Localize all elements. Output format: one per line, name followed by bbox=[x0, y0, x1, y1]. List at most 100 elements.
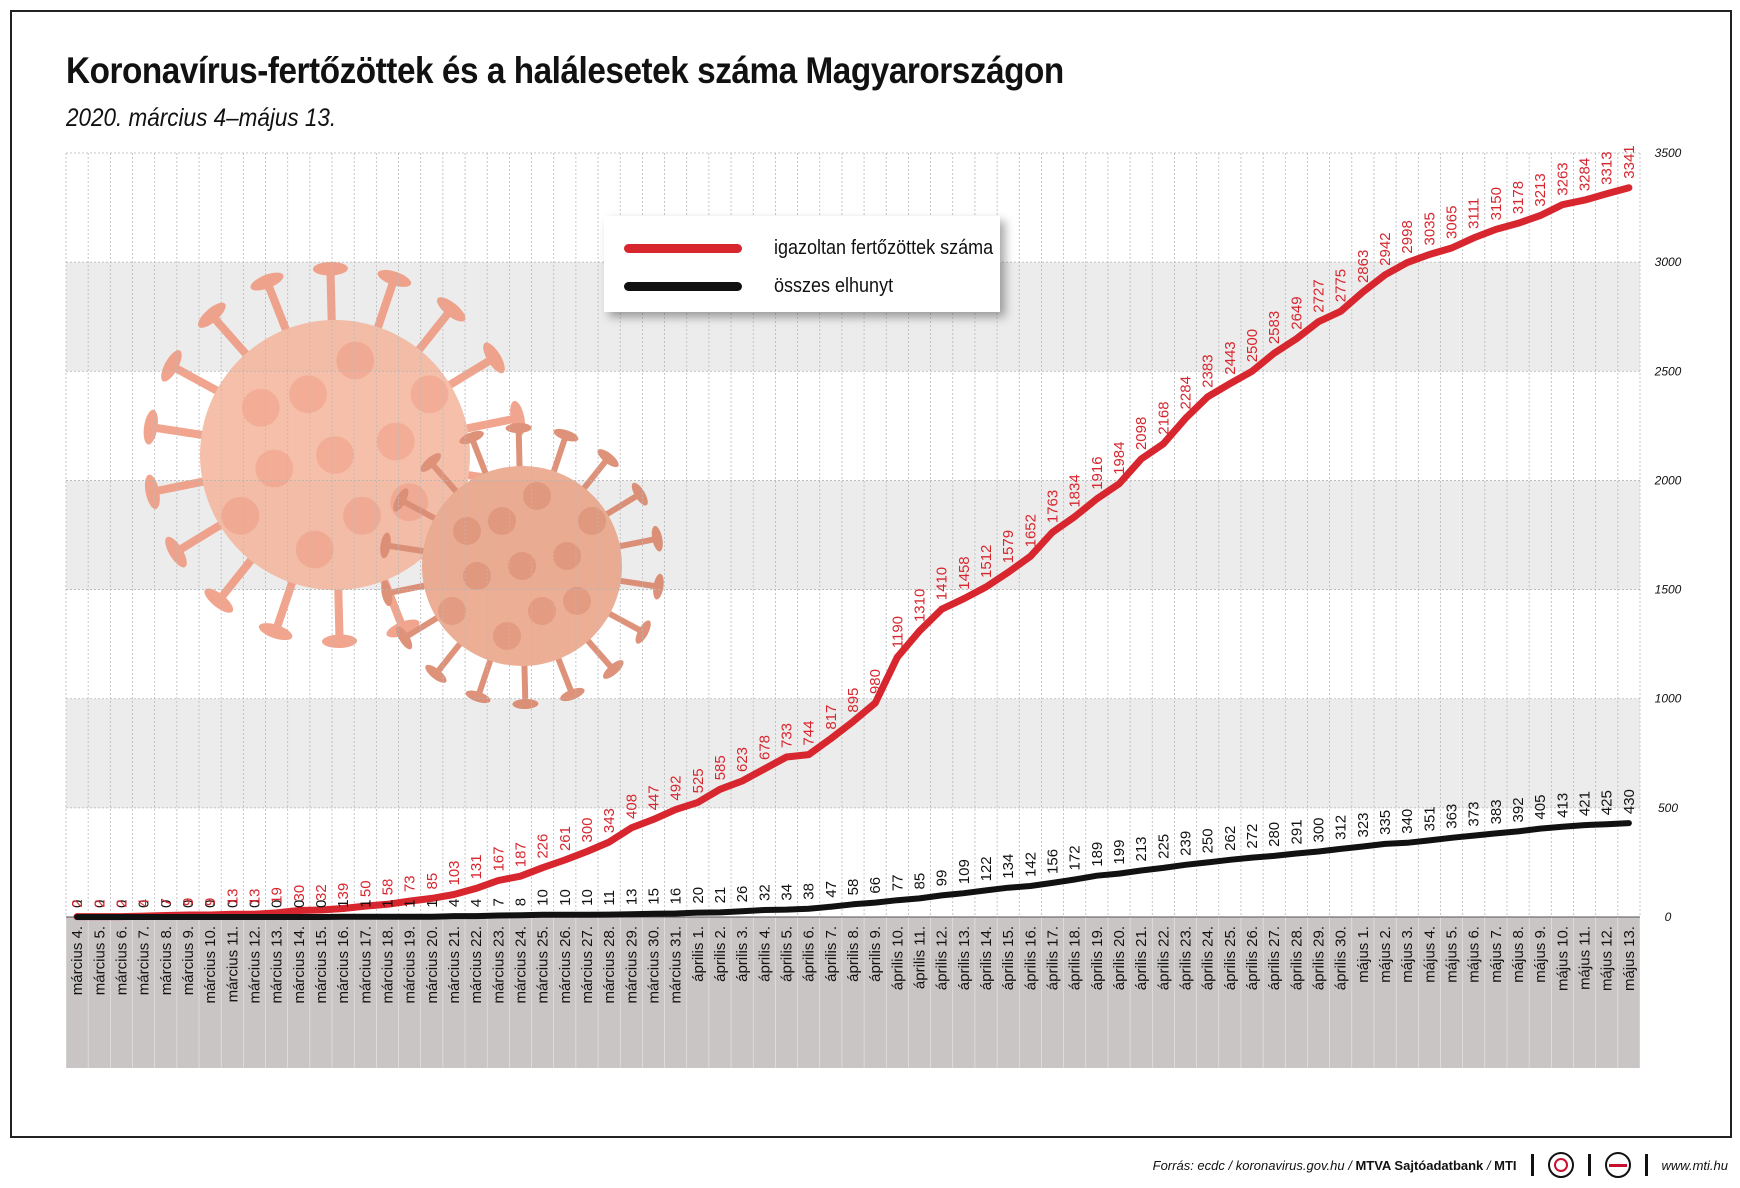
deaths-data-label: 272 bbox=[1244, 824, 1261, 849]
confirmed-data-label: 2775 bbox=[1333, 269, 1350, 302]
footer-divider bbox=[1587, 1154, 1591, 1176]
virus-dot bbox=[493, 622, 521, 650]
deaths-data-label: 10 bbox=[579, 889, 596, 906]
confirmed-data-label: 895 bbox=[845, 688, 862, 713]
virus-spike-head bbox=[386, 619, 420, 638]
confirmed-data-label: 1410 bbox=[934, 567, 951, 600]
confirmed-data-label: 1652 bbox=[1022, 514, 1039, 547]
x-tick-label: április 29. bbox=[1311, 926, 1328, 990]
virus-spike-head bbox=[553, 428, 579, 442]
x-tick-label: május 13. bbox=[1621, 926, 1638, 991]
x-tick-label: május 12. bbox=[1599, 926, 1616, 991]
deaths-data-label: 312 bbox=[1333, 815, 1350, 840]
x-tick-label: március 22. bbox=[468, 926, 485, 1004]
confirmed-data-label: 2863 bbox=[1355, 250, 1372, 283]
website-link[interactable]: www.mti.hu bbox=[1661, 1157, 1728, 1173]
legend-item-confirmed: igazoltan fertőzöttek száma bbox=[624, 233, 1017, 263]
x-tick-label: április 7. bbox=[823, 926, 840, 982]
x-tick-label: április 20. bbox=[1111, 926, 1128, 990]
confirmed-data-label: 1984 bbox=[1111, 442, 1128, 475]
confirmed-data-label: 103 bbox=[446, 860, 463, 885]
virus-dot bbox=[376, 422, 415, 461]
confirmed-data-label: 1458 bbox=[956, 556, 973, 589]
deaths-data-label: 10 bbox=[557, 889, 574, 906]
x-tick-label: április 26. bbox=[1244, 926, 1261, 990]
confirmed-data-label: 13 bbox=[246, 888, 263, 905]
confirmed-data-label: 85 bbox=[424, 873, 441, 890]
deaths-data-label: 1 bbox=[335, 899, 352, 907]
x-tick-label: március 27. bbox=[579, 926, 596, 1004]
x-tick-label: március 6. bbox=[113, 926, 130, 995]
deaths-data-label: 20 bbox=[690, 887, 707, 904]
vertical-gridlines bbox=[65, 153, 1641, 917]
x-tick-label: május 7. bbox=[1488, 926, 1505, 983]
deaths-data-label: 47 bbox=[823, 881, 840, 898]
deaths-data-label: 291 bbox=[1288, 819, 1305, 844]
deaths-data-label: 0 bbox=[291, 900, 308, 908]
virus-spike-head bbox=[420, 453, 442, 472]
x-tick-label: március 19. bbox=[402, 926, 419, 1004]
x-tick-label: április 23. bbox=[1178, 926, 1195, 990]
virus-spike-head bbox=[258, 623, 293, 641]
virus-spike-head bbox=[483, 342, 505, 374]
virus-dot bbox=[255, 449, 294, 488]
deaths-data-label: 172 bbox=[1067, 845, 1084, 870]
series-lines bbox=[73, 184, 1633, 921]
x-tick-label: április 12. bbox=[934, 926, 951, 990]
deaths-data-label: 335 bbox=[1377, 810, 1394, 835]
confirmed-data-label: 39 bbox=[335, 883, 352, 900]
y-tick-label: 0 bbox=[1665, 910, 1672, 924]
y-tick-label: 3000 bbox=[1655, 255, 1682, 269]
virus-dot bbox=[438, 597, 466, 625]
deaths-data-label: 405 bbox=[1532, 795, 1549, 820]
confirmed-data-label: 3263 bbox=[1554, 162, 1571, 195]
virus-spike-head bbox=[653, 573, 664, 600]
x-tick-label: március 4. bbox=[69, 926, 86, 995]
legend-swatch-deaths bbox=[624, 281, 742, 291]
x-tick-label: május 11. bbox=[1577, 926, 1594, 990]
virus-spike-head bbox=[560, 687, 585, 702]
virus-dot bbox=[578, 507, 606, 535]
confirmed-data-label: 3111 bbox=[1466, 198, 1483, 229]
deaths-data-label: 383 bbox=[1488, 799, 1505, 824]
deaths-data-label: 0 bbox=[69, 900, 86, 908]
virus-spike-head bbox=[597, 449, 619, 468]
x-tick-label: április 16. bbox=[1022, 926, 1039, 990]
virus-dot bbox=[463, 562, 491, 590]
virus-spike-head bbox=[144, 474, 160, 510]
x-tick-label: március 21. bbox=[446, 926, 463, 1004]
x-tick-label: március 14. bbox=[291, 926, 308, 1004]
deaths-data-label: 0 bbox=[158, 900, 175, 908]
virus-dot bbox=[528, 597, 556, 625]
x-tick-label: április 22. bbox=[1155, 926, 1172, 990]
virus-dot bbox=[488, 507, 516, 535]
confirmed-data-label: 300 bbox=[579, 817, 596, 842]
confirmed-data-label: 58 bbox=[379, 879, 396, 896]
deaths-data-label: 421 bbox=[1577, 791, 1594, 816]
x-tick-label: március 7. bbox=[136, 926, 153, 995]
legend-label-deaths: összes elhunyt bbox=[774, 274, 894, 297]
confirmed-data-label: 3178 bbox=[1510, 181, 1527, 214]
x-tick-label: április 5. bbox=[778, 926, 795, 982]
x-tick-label: április 13. bbox=[956, 926, 973, 990]
x-tick-label: április 6. bbox=[801, 926, 818, 982]
deaths-data-label: 0 bbox=[246, 900, 263, 908]
virus-spike-head bbox=[459, 430, 484, 445]
deaths-data-label: 1 bbox=[357, 899, 374, 907]
virus-spike-head bbox=[465, 690, 491, 704]
footer: Forrás: ecdc / koronavirus.gov.hu / MTVA… bbox=[1153, 1150, 1728, 1180]
x-tick-label: március 8. bbox=[158, 926, 175, 995]
deaths-data-label: 373 bbox=[1466, 802, 1483, 827]
deaths-data-label: 156 bbox=[1045, 849, 1062, 874]
virus-spike-head bbox=[393, 488, 409, 512]
virus-large-icon bbox=[143, 261, 527, 649]
x-tick-label: május 5. bbox=[1444, 926, 1461, 983]
confirmed-data-label: 1916 bbox=[1089, 456, 1106, 489]
deaths-data-label: 351 bbox=[1421, 806, 1438, 831]
confirmed-data-label: 1190 bbox=[889, 616, 906, 648]
x-tick-label: április 19. bbox=[1089, 926, 1106, 990]
confirmed-data-label: 2383 bbox=[1200, 354, 1217, 387]
x-tick-label: április 30. bbox=[1333, 926, 1350, 990]
confirmed-data-label: 2098 bbox=[1133, 417, 1150, 450]
x-tick-label: április 3. bbox=[734, 926, 751, 982]
